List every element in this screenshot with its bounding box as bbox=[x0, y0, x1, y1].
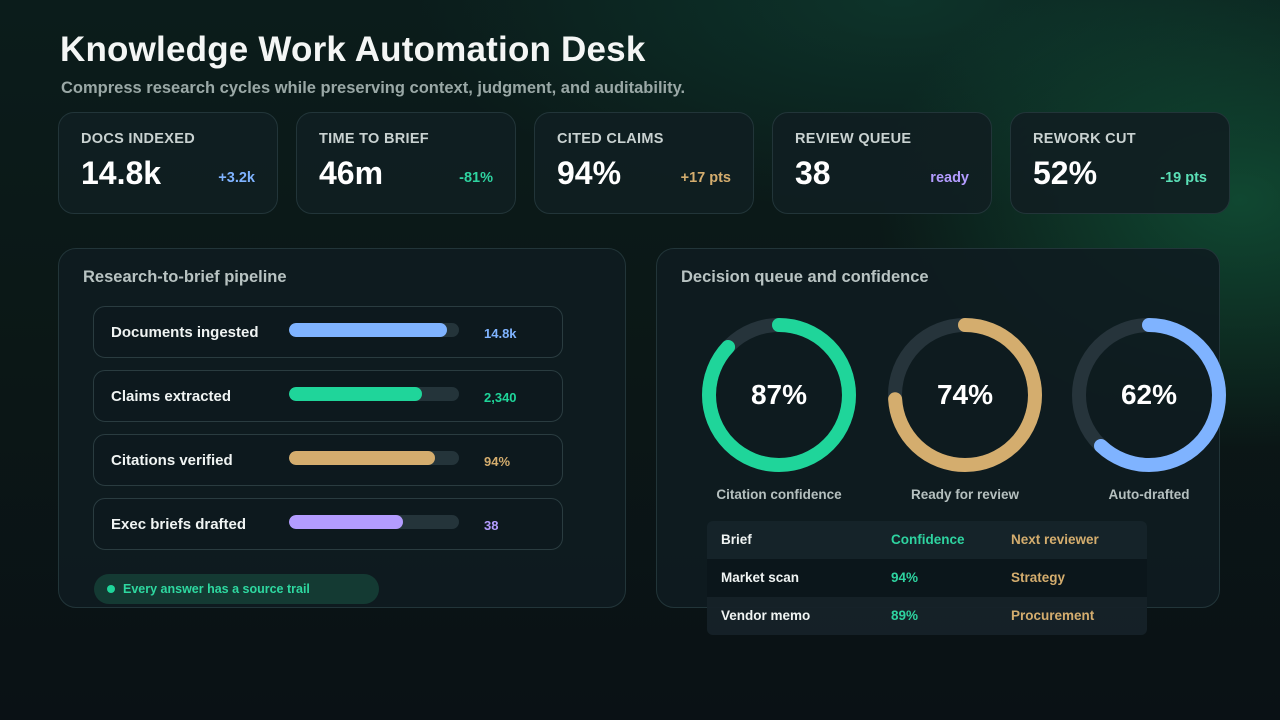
ring-value: 62% bbox=[1120, 379, 1178, 410]
kpi-card-cited-claims[interactable]: CITED CLAIMS 94% +17 pts bbox=[534, 112, 754, 214]
pipeline-row-label: Documents ingested bbox=[111, 324, 259, 341]
progress-fill bbox=[289, 387, 422, 401]
kpi-value: 94% bbox=[557, 155, 622, 191]
ring-caption: Ready for review bbox=[910, 487, 1020, 502]
kpi-delta: -19 pts bbox=[1160, 170, 1207, 186]
ring-value: 87% bbox=[750, 379, 808, 410]
kpi-label: DOCS INDEXED bbox=[81, 131, 195, 147]
source-trail-badge: Every answer has a source trail bbox=[94, 574, 379, 604]
kpi-card-review-queue[interactable]: REVIEW QUEUE 38 ready bbox=[772, 112, 992, 214]
kpi-card-rework-cut[interactable]: REWORK CUT 52% -19 pts bbox=[1010, 112, 1230, 214]
kpi-value: 14.8k bbox=[81, 155, 162, 191]
pipeline-row-value: 14.8k bbox=[484, 326, 517, 341]
pipeline-row-label: Citations verified bbox=[111, 452, 233, 469]
pipeline-row-label: Exec briefs drafted bbox=[111, 516, 247, 533]
progress-track bbox=[289, 387, 459, 401]
page-title: Knowledge Work Automation Desk bbox=[60, 30, 646, 69]
donut-ring-chart bbox=[1072, 318, 1226, 472]
pipeline-row-value: 38 bbox=[484, 518, 499, 533]
status-dot-icon bbox=[107, 585, 115, 593]
kpi-label: CITED CLAIMS bbox=[557, 131, 664, 147]
ring-auto-drafted[interactable]: 62% bbox=[1069, 315, 1229, 475]
ring-arc bbox=[1072, 318, 1226, 472]
ring-value: 74% bbox=[936, 379, 994, 410]
ring-citation-confidence[interactable]: 87% bbox=[699, 315, 859, 475]
progress-track bbox=[289, 515, 459, 529]
table-row[interactable]: Market scan 94% Strategy bbox=[707, 559, 1147, 597]
ring-caption: Auto-drafted bbox=[1108, 487, 1190, 502]
table-row[interactable]: Vendor memo 89% Procurement bbox=[707, 597, 1147, 635]
brief-cell: Market scan bbox=[721, 570, 800, 585]
progress-track bbox=[289, 323, 459, 337]
pipeline-row-value: 2,340 bbox=[484, 390, 517, 405]
table-header-row: Brief Confidence Next reviewer bbox=[707, 521, 1147, 559]
donut-ring-chart bbox=[702, 318, 856, 472]
kpi-card-time-to-brief[interactable]: TIME TO BRIEF 46m -81% bbox=[296, 112, 516, 214]
donut-ring-chart bbox=[888, 318, 1042, 472]
progress-fill bbox=[289, 515, 403, 529]
kpi-strip: DOCS INDEXED 14.8k +3.2k TIME TO BRIEF 4… bbox=[58, 112, 1230, 214]
kpi-value: 46m bbox=[319, 155, 384, 191]
decision-title: Decision queue and confidence bbox=[681, 268, 929, 286]
reviewer-cell: Strategy bbox=[1011, 570, 1066, 585]
kpi-label: REWORK CUT bbox=[1033, 131, 1136, 147]
kpi-label: TIME TO BRIEF bbox=[319, 131, 429, 147]
column-header-confidence[interactable]: Confidence bbox=[891, 532, 965, 547]
pipeline-row-citations-verified[interactable]: Citations verified 94% bbox=[93, 434, 563, 486]
pipeline-row-claims-extracted[interactable]: Claims extracted 2,340 bbox=[93, 370, 563, 422]
pipeline-row-label: Claims extracted bbox=[111, 388, 232, 405]
kpi-delta: +3.2k bbox=[218, 170, 255, 186]
pipeline-panel: Research-to-brief pipeline Documents ing… bbox=[58, 248, 626, 608]
ring-caption: Citation confidence bbox=[716, 487, 842, 502]
kpi-delta: -81% bbox=[459, 170, 493, 186]
kpi-delta: ready bbox=[930, 170, 969, 186]
page-subtitle: Compress research cycles while preservin… bbox=[61, 79, 686, 97]
source-trail-text: Every answer has a source trail bbox=[123, 582, 310, 596]
confidence-cell: 94% bbox=[891, 570, 919, 585]
decision-panel: Decision queue and confidence 87% Citati… bbox=[656, 248, 1226, 635]
kpi-label: REVIEW QUEUE bbox=[795, 131, 912, 147]
ring-arc bbox=[888, 318, 1042, 472]
brief-cell: Vendor memo bbox=[721, 608, 811, 623]
pipeline-row-documents-ingested[interactable]: Documents ingested 14.8k bbox=[93, 306, 563, 358]
kpi-delta: +17 pts bbox=[680, 170, 731, 186]
kpi-card-docs-indexed[interactable]: DOCS INDEXED 14.8k +3.2k bbox=[58, 112, 278, 214]
pipeline-row-exec-briefs-drafted[interactable]: Exec briefs drafted 38 bbox=[93, 498, 563, 550]
progress-fill bbox=[289, 323, 448, 337]
progress-track bbox=[289, 451, 459, 465]
pipeline-title: Research-to-brief pipeline bbox=[83, 268, 287, 286]
kpi-value: 52% bbox=[1033, 155, 1098, 191]
column-header-next-reviewer[interactable]: Next reviewer bbox=[1011, 532, 1099, 547]
kpi-value: 38 bbox=[795, 155, 831, 191]
pipeline-row-value: 94% bbox=[484, 454, 511, 469]
progress-fill bbox=[289, 451, 436, 465]
confidence-cell: 89% bbox=[891, 608, 919, 623]
reviewer-cell: Procurement bbox=[1011, 608, 1095, 623]
ring-arc bbox=[702, 318, 856, 472]
column-header-brief[interactable]: Brief bbox=[721, 532, 752, 547]
ring-ready-for-review[interactable]: 74% bbox=[885, 315, 1045, 475]
